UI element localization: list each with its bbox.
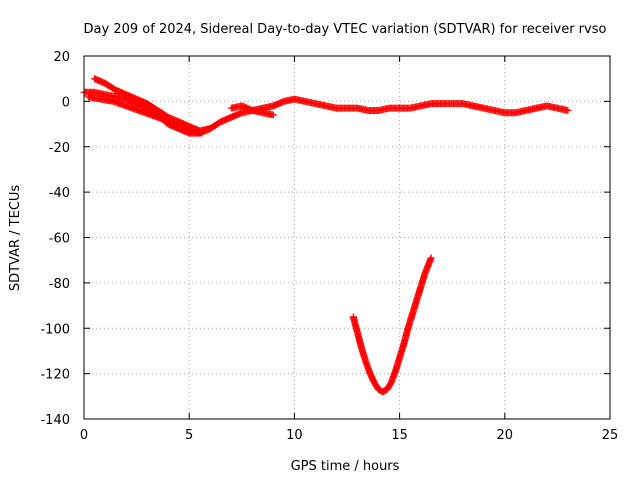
y-tick-label: -140 (40, 413, 70, 428)
x-tick-label: 10 (286, 428, 303, 443)
data-points (80, 75, 572, 396)
data-point (564, 106, 572, 114)
y-tick-label: -80 (49, 277, 70, 292)
data-series (84, 93, 206, 137)
x-tick-label: 20 (497, 428, 514, 443)
chart-title: Day 209 of 2024, Sidereal Day-to-day VTE… (84, 22, 607, 37)
data-series (227, 102, 277, 119)
x-tick-label: 0 (80, 428, 88, 443)
data-point (206, 125, 214, 133)
data-series (91, 75, 214, 135)
plot-frame (83, 55, 611, 420)
grid (84, 56, 610, 419)
data-series (349, 254, 435, 396)
y-tick-label: -60 (49, 232, 70, 247)
y-tick-label: -40 (49, 186, 70, 201)
y-axis-label: SDTVAR / TECUs (8, 185, 23, 292)
x-tick-label: 15 (391, 428, 408, 443)
y-tick-label: 20 (53, 50, 70, 65)
y-tick-label: -20 (49, 141, 70, 156)
y-tick-label: 0 (62, 95, 70, 110)
x-tick-label: 5 (185, 428, 193, 443)
x-axis-label: GPS time / hours (291, 459, 400, 474)
data-point (198, 129, 206, 137)
y-ticks: 20 0 -20 -40 -60 -80 -100 -120 -140 (40, 50, 610, 428)
data-point (427, 254, 435, 262)
x-tick-label: 25 (602, 428, 619, 443)
y-tick-label: -100 (40, 322, 70, 337)
x-ticks: 0 5 10 15 20 25 (80, 56, 618, 443)
y-tick-label: -120 (40, 368, 70, 383)
data-point (269, 111, 277, 119)
